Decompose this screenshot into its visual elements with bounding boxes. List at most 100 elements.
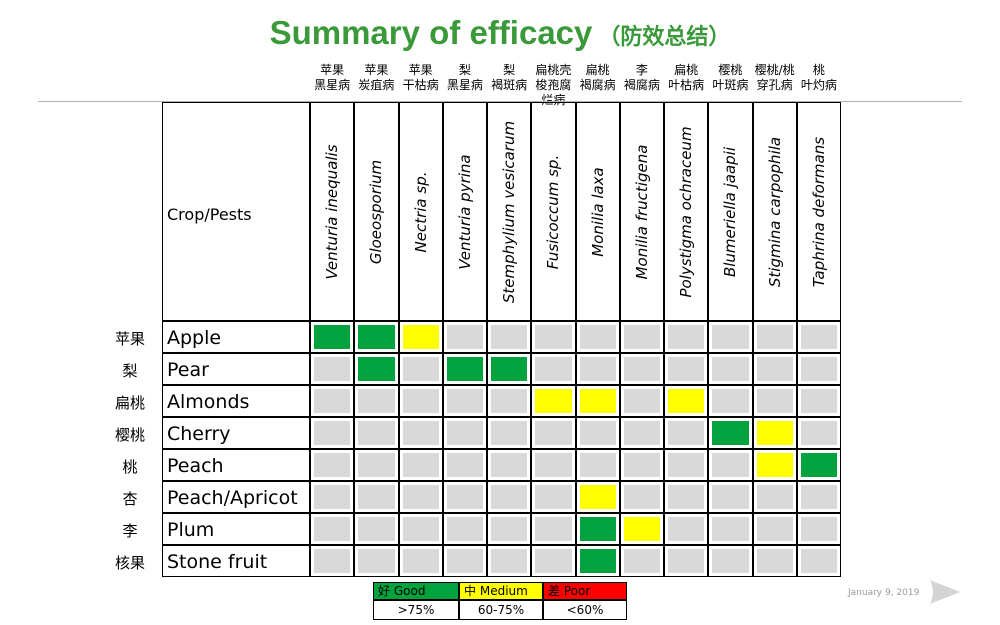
rating-fill bbox=[712, 421, 749, 445]
pest-header: Venturia pyrina bbox=[442, 102, 487, 321]
pest-cn-header: 桃叶灼病 bbox=[786, 63, 852, 93]
pest-cn-line: 苹果 bbox=[364, 63, 389, 77]
rating-fill bbox=[800, 357, 837, 381]
pest-cn-line: 叶枯病 bbox=[668, 78, 705, 92]
rating-cell bbox=[398, 353, 443, 385]
rating-cell bbox=[796, 513, 841, 545]
rating-fill bbox=[358, 357, 395, 381]
rating-fill bbox=[446, 485, 483, 509]
pest-cn-line: 干枯病 bbox=[402, 78, 439, 92]
rating-cell bbox=[752, 385, 797, 417]
rating-fill bbox=[712, 357, 749, 381]
crop-cn-label: 核果 bbox=[114, 554, 145, 572]
rating-fill bbox=[314, 485, 351, 509]
rating-fill bbox=[535, 453, 572, 477]
rating-cell bbox=[442, 321, 487, 353]
rating-fill bbox=[491, 517, 528, 541]
rating-cell bbox=[619, 513, 664, 545]
crop-row-label: Apple bbox=[162, 321, 310, 353]
rating-cell bbox=[531, 449, 576, 481]
legend-swatch: 差 Poor bbox=[543, 582, 627, 600]
rating-cell bbox=[752, 353, 797, 385]
rating-fill bbox=[358, 517, 395, 541]
rating-fill bbox=[623, 421, 660, 445]
pest-header: Monilia laxa bbox=[575, 102, 620, 321]
pest-cn-header: 扁桃 叶枯病 bbox=[653, 63, 719, 93]
crop-name: Pear bbox=[167, 359, 209, 381]
rating-cell bbox=[664, 449, 709, 481]
pest-cn-header: 苹果 干枯病 bbox=[388, 63, 454, 93]
rating-cell bbox=[796, 321, 841, 353]
legend-range: 60-75% bbox=[459, 600, 543, 620]
pest-cn-header: 梨黑星病 bbox=[432, 63, 498, 93]
rating-fill bbox=[712, 549, 749, 573]
rating-fill bbox=[712, 485, 749, 509]
rating-fill bbox=[358, 421, 395, 445]
efficacy-table: Crop/Pests Venturia inequalis Gloeosporiu… bbox=[162, 102, 841, 577]
rating-fill bbox=[800, 389, 837, 413]
rating-fill bbox=[579, 325, 616, 349]
next-arrow-icon[interactable] bbox=[926, 577, 962, 607]
rating-cell bbox=[354, 321, 399, 353]
crop-name: Plum bbox=[167, 519, 215, 541]
rating-fill bbox=[314, 421, 351, 445]
pest-cn-header: 苹果 黑星病 bbox=[299, 63, 365, 93]
rating-cell bbox=[398, 321, 443, 353]
rating-fill bbox=[446, 325, 483, 349]
rating-fill bbox=[491, 389, 528, 413]
rating-fill bbox=[579, 517, 616, 541]
pest-cn-line: 樱桃 bbox=[718, 63, 743, 77]
rating-cell bbox=[664, 545, 709, 577]
pest-header: Venturia inequalis bbox=[310, 102, 355, 321]
pest-name: Monilia fructigena bbox=[632, 144, 651, 279]
rating-cell bbox=[708, 417, 753, 449]
rating-fill bbox=[402, 325, 439, 349]
rating-fill bbox=[623, 485, 660, 509]
pest-cn-header: 梨褐斑病 bbox=[476, 63, 542, 93]
rating-cell bbox=[354, 385, 399, 417]
rating-fill bbox=[358, 485, 395, 509]
rating-fill bbox=[535, 517, 572, 541]
pest-cn-line: 黑星病 bbox=[446, 78, 483, 92]
rating-cell bbox=[752, 481, 797, 513]
pest-cn-line: 扁桃 bbox=[674, 63, 699, 77]
crop-name: Peach/Apricot bbox=[167, 487, 298, 509]
rating-cell bbox=[708, 513, 753, 545]
rating-fill bbox=[402, 485, 439, 509]
pest-cn-line: 桃 bbox=[812, 63, 825, 77]
rating-fill bbox=[358, 389, 395, 413]
pest-cn-line: 穿孔病 bbox=[756, 78, 793, 92]
pest-cn-line: 苹果 bbox=[408, 63, 433, 77]
crop-cn-label: 桃 bbox=[122, 458, 138, 476]
rating-cell bbox=[531, 385, 576, 417]
rating-cell bbox=[796, 449, 841, 481]
rating-fill bbox=[800, 453, 837, 477]
rating-fill bbox=[314, 549, 351, 573]
rating-fill bbox=[756, 325, 793, 349]
rating-cell bbox=[310, 385, 355, 417]
rating-fill bbox=[402, 517, 439, 541]
rating-cell bbox=[664, 385, 709, 417]
rating-cell bbox=[708, 385, 753, 417]
rating-cell bbox=[752, 321, 797, 353]
crop-row-label: Stone fruit bbox=[162, 545, 310, 577]
rating-fill bbox=[712, 453, 749, 477]
pest-header: Polystigma ochraceum bbox=[664, 102, 709, 321]
rating-cell bbox=[531, 481, 576, 513]
legend: 好 Good >75% 中 Medium 60-75% 差 Poor <60% bbox=[373, 582, 627, 620]
rating-fill bbox=[314, 517, 351, 541]
rating-fill bbox=[756, 357, 793, 381]
rating-cell bbox=[796, 385, 841, 417]
pest-header: Taphrina deformans bbox=[796, 102, 841, 321]
rating-fill bbox=[579, 389, 616, 413]
pest-cn-line: 梨 bbox=[503, 63, 516, 77]
rating-cell bbox=[442, 353, 487, 385]
pest-cn-line: 梨 bbox=[458, 63, 471, 77]
legend-range: >75% bbox=[373, 600, 459, 620]
rating-cell bbox=[487, 545, 532, 577]
rating-fill bbox=[756, 485, 793, 509]
pest-cn-header: 樱桃/桃 穿孔病 bbox=[742, 63, 808, 93]
rating-fill bbox=[402, 549, 439, 573]
pest-cn-header: 苹果 炭疽病 bbox=[343, 63, 409, 93]
pest-name: Polystigma ochraceum bbox=[677, 125, 696, 298]
